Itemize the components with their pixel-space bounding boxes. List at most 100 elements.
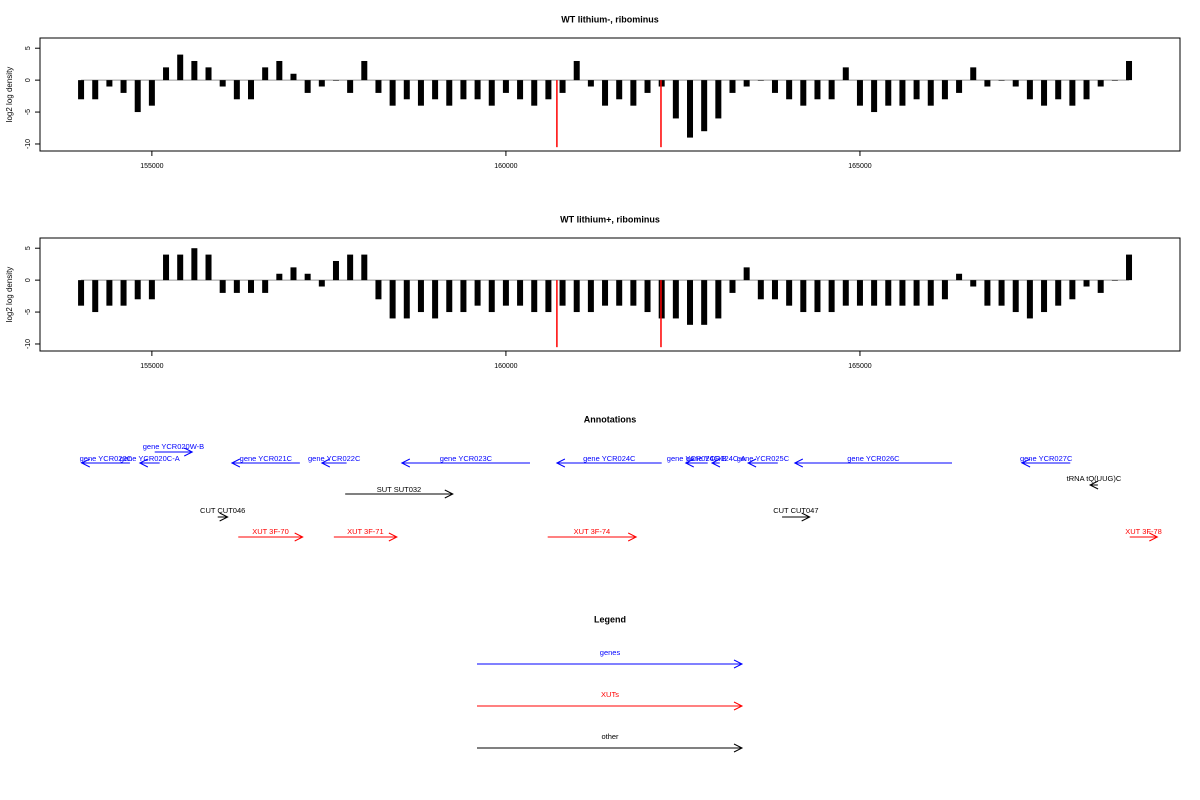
bar xyxy=(771,80,778,93)
bar xyxy=(205,254,212,281)
legend-arrow xyxy=(477,659,744,669)
bar xyxy=(871,280,878,306)
bar xyxy=(290,267,297,281)
legend-label: XUTs xyxy=(601,690,619,699)
feature-label: gene YCR023C xyxy=(440,454,493,463)
bar xyxy=(432,80,439,100)
bar xyxy=(474,80,481,100)
bar xyxy=(1041,280,1048,313)
bar xyxy=(219,280,226,293)
arrow-head xyxy=(710,458,721,468)
bar xyxy=(134,80,141,113)
bar xyxy=(630,80,637,106)
bar xyxy=(856,280,863,306)
y-tick-label: -5 xyxy=(25,109,32,115)
feature-arrow xyxy=(80,458,130,468)
bar xyxy=(318,280,325,287)
bar xyxy=(318,80,325,87)
feature-label: gene YCR020C xyxy=(80,454,133,463)
bar xyxy=(106,80,113,87)
bar xyxy=(1126,254,1133,281)
arrow-head xyxy=(801,512,811,522)
bar xyxy=(559,80,566,93)
bar xyxy=(276,273,283,281)
bar xyxy=(701,280,708,325)
y-axis-label: log2 log density xyxy=(5,267,14,323)
feature-arrow xyxy=(710,458,721,468)
feature-arrow xyxy=(746,458,778,468)
feature-arrow xyxy=(400,458,530,468)
bar xyxy=(78,280,85,306)
feature-arrow xyxy=(345,489,454,499)
arrow-head xyxy=(219,512,229,522)
bar xyxy=(687,280,694,325)
bar xyxy=(1041,80,1048,106)
bar xyxy=(786,280,793,306)
bar xyxy=(517,280,524,306)
feature-label: gene YCR026C xyxy=(847,454,900,463)
bar xyxy=(644,280,651,313)
bar xyxy=(970,280,977,287)
bar xyxy=(556,280,558,348)
bar xyxy=(191,60,198,81)
plot-frame xyxy=(39,237,1181,352)
bar xyxy=(531,280,538,313)
annotations-title: Annotations xyxy=(584,414,637,424)
bar xyxy=(828,80,835,100)
bar xyxy=(1069,280,1076,300)
bar xyxy=(729,280,736,293)
arrow-head xyxy=(555,458,566,468)
y-axis-label: log2 log density xyxy=(5,67,14,123)
bar xyxy=(899,80,906,106)
bar xyxy=(78,80,85,100)
legend-arrow xyxy=(477,743,744,753)
bar xyxy=(984,80,991,87)
plot-frame xyxy=(39,37,1181,152)
bar xyxy=(956,80,963,93)
bar xyxy=(573,60,580,81)
bar xyxy=(871,80,878,113)
bar xyxy=(531,80,538,106)
feature-arrow xyxy=(217,512,229,522)
y-tick-label: -10 xyxy=(25,139,32,149)
bar xyxy=(248,280,255,293)
bar xyxy=(616,280,623,306)
feature-label: gene YCR021C xyxy=(240,454,293,463)
bar xyxy=(92,80,99,100)
feature-label: XUT 3F-71 xyxy=(347,527,384,536)
bar xyxy=(729,80,736,93)
bar xyxy=(998,280,1005,306)
bar xyxy=(304,273,311,281)
legend-title: Legend xyxy=(594,614,626,624)
bar xyxy=(842,67,849,81)
bar xyxy=(602,80,609,106)
bar xyxy=(941,80,948,100)
bar xyxy=(1012,280,1019,313)
bar xyxy=(970,67,977,81)
arrow-head xyxy=(733,743,744,753)
bar xyxy=(474,280,481,306)
bar xyxy=(403,80,410,100)
bar xyxy=(460,280,467,313)
feature-label: gene YCR020C-A xyxy=(120,454,180,463)
bar xyxy=(446,280,453,313)
y-tick-label: 5 xyxy=(25,46,32,50)
bar xyxy=(347,254,354,281)
feature-arrow xyxy=(230,458,300,468)
bar xyxy=(927,80,934,106)
bar xyxy=(800,80,807,106)
feature-arrow xyxy=(547,532,638,542)
feature-label: gene YCR022C xyxy=(308,454,361,463)
bar xyxy=(545,80,552,100)
bar xyxy=(927,280,934,306)
feature-label: CUT CUT046 xyxy=(200,506,245,515)
bar xyxy=(1055,280,1062,306)
bar xyxy=(502,80,509,93)
bar xyxy=(715,80,722,119)
bar xyxy=(488,80,495,106)
bar xyxy=(134,280,141,300)
arrow-head xyxy=(1149,532,1159,542)
bar xyxy=(587,80,594,87)
